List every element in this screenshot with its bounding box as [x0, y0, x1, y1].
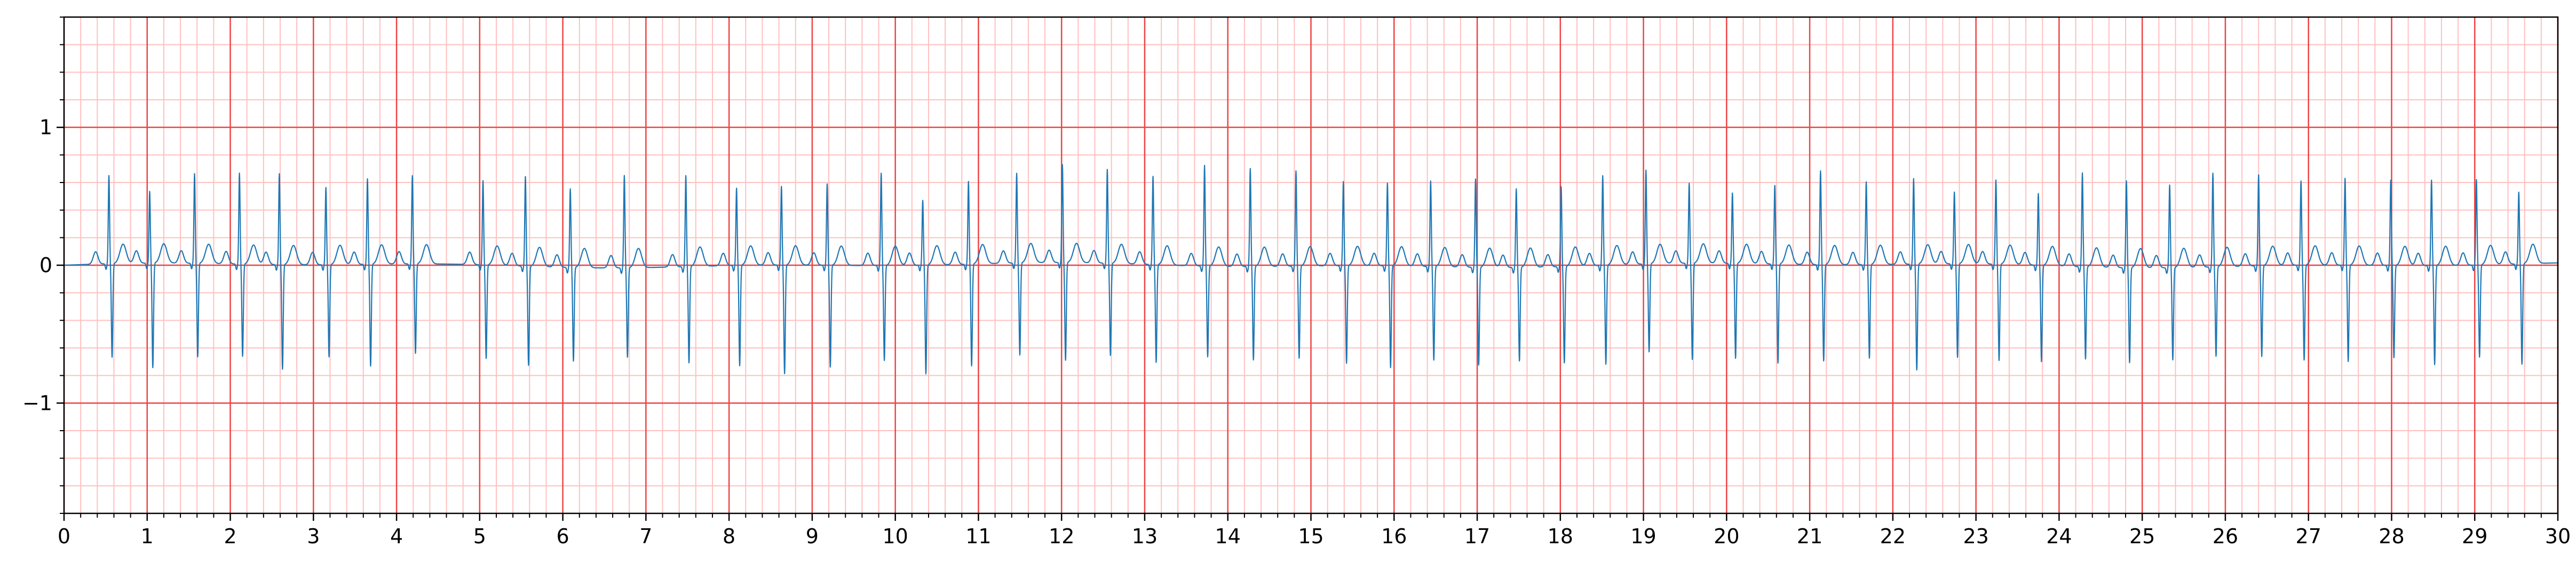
x-tick-label: 9 — [806, 525, 819, 548]
x-tick-label: 26 — [2213, 525, 2238, 548]
x-tick-label: 3 — [307, 525, 320, 548]
x-tick-label: 27 — [2296, 525, 2321, 548]
x-tick-label: 25 — [2129, 525, 2155, 548]
x-tick-label: 15 — [1298, 525, 1323, 548]
x-tick-label: 24 — [2046, 525, 2072, 548]
x-axis: 0 1 2 3 4 5 6 7 8 9 10 11 12 13 14 15 16 17 18 19 20 21 22 23 24… — [58, 513, 2571, 548]
y-tick-label: −1 — [22, 391, 52, 415]
x-tick-label: 23 — [1963, 525, 1988, 548]
x-tick-label: 28 — [2379, 525, 2404, 548]
x-tick-label: 5 — [473, 525, 486, 548]
x-tick-label: 21 — [1797, 525, 1822, 548]
x-tick-label: 4 — [390, 525, 403, 548]
x-tick-label: 2 — [224, 525, 236, 548]
ecg-signal-line — [64, 164, 2558, 375]
x-tick-label: 14 — [1215, 525, 1241, 548]
ecg-trace — [64, 164, 2558, 375]
x-tick-label: 29 — [2462, 525, 2487, 548]
x-tick-label: 19 — [1630, 525, 1656, 548]
y-tick-label: 0 — [39, 253, 52, 277]
x-tick-label: 16 — [1381, 525, 1407, 548]
x-tick-label: 13 — [1132, 525, 1158, 548]
x-tick-label: 12 — [1049, 525, 1074, 548]
y-tick-label: 1 — [39, 116, 52, 139]
x-tick-label: 20 — [1714, 525, 1739, 548]
x-tick-label: 30 — [2545, 525, 2571, 548]
y-axis: −1 0 1 — [22, 17, 64, 514]
x-tick-label: 11 — [965, 525, 991, 548]
x-tick-label: 1 — [141, 525, 154, 548]
x-tick-label: 6 — [557, 525, 569, 548]
x-tick-label: 7 — [639, 525, 652, 548]
x-tick-label: 17 — [1464, 525, 1490, 548]
x-tick-label: 18 — [1548, 525, 1573, 548]
x-tick-label: 0 — [58, 525, 70, 548]
x-tick-label: 22 — [1880, 525, 1906, 548]
x-tick-label: 8 — [723, 525, 735, 548]
x-tick-label: 10 — [882, 525, 908, 548]
